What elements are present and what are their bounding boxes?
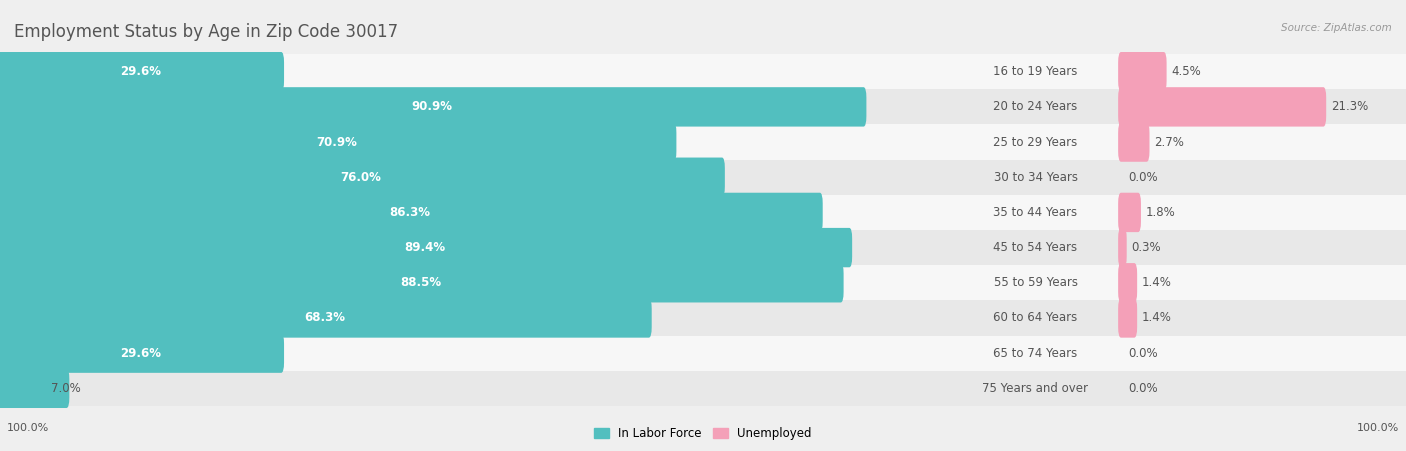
FancyBboxPatch shape — [0, 89, 950, 124]
FancyBboxPatch shape — [0, 298, 652, 338]
Text: 4.5%: 4.5% — [1171, 65, 1201, 78]
Text: 86.3%: 86.3% — [389, 206, 430, 219]
FancyBboxPatch shape — [1121, 89, 1406, 124]
FancyBboxPatch shape — [0, 300, 950, 336]
FancyBboxPatch shape — [0, 371, 950, 406]
FancyBboxPatch shape — [1118, 122, 1150, 162]
Text: 45 to 54 Years: 45 to 54 Years — [994, 241, 1077, 254]
FancyBboxPatch shape — [1118, 52, 1167, 92]
FancyBboxPatch shape — [0, 333, 284, 373]
FancyBboxPatch shape — [1118, 193, 1140, 232]
Text: 30 to 34 Years: 30 to 34 Years — [994, 171, 1077, 184]
Text: 100.0%: 100.0% — [7, 423, 49, 433]
FancyBboxPatch shape — [0, 230, 950, 265]
Text: 0.0%: 0.0% — [1129, 171, 1159, 184]
Text: 68.3%: 68.3% — [304, 312, 344, 324]
Text: 75 Years and over: 75 Years and over — [983, 382, 1088, 395]
Text: 29.6%: 29.6% — [120, 65, 162, 78]
Text: 65 to 74 Years: 65 to 74 Years — [994, 347, 1077, 359]
Text: Source: ZipAtlas.com: Source: ZipAtlas.com — [1281, 23, 1392, 32]
Text: 1.4%: 1.4% — [1142, 312, 1171, 324]
FancyBboxPatch shape — [950, 124, 1121, 160]
FancyBboxPatch shape — [950, 54, 1121, 89]
FancyBboxPatch shape — [0, 336, 950, 371]
FancyBboxPatch shape — [950, 336, 1121, 371]
Text: 25 to 29 Years: 25 to 29 Years — [994, 136, 1077, 148]
FancyBboxPatch shape — [950, 300, 1121, 336]
FancyBboxPatch shape — [0, 87, 866, 127]
FancyBboxPatch shape — [0, 160, 950, 195]
FancyBboxPatch shape — [0, 193, 823, 232]
FancyBboxPatch shape — [0, 228, 852, 267]
Text: 88.5%: 88.5% — [399, 276, 441, 289]
FancyBboxPatch shape — [0, 122, 676, 162]
FancyBboxPatch shape — [1118, 87, 1326, 127]
Text: 89.4%: 89.4% — [404, 241, 446, 254]
FancyBboxPatch shape — [0, 124, 950, 160]
FancyBboxPatch shape — [0, 263, 844, 303]
FancyBboxPatch shape — [1121, 371, 1406, 406]
FancyBboxPatch shape — [1121, 124, 1406, 160]
Legend: In Labor Force, Unemployed: In Labor Force, Unemployed — [589, 423, 817, 445]
Text: 2.7%: 2.7% — [1154, 136, 1184, 148]
Text: 76.0%: 76.0% — [340, 171, 381, 184]
FancyBboxPatch shape — [1121, 336, 1406, 371]
FancyBboxPatch shape — [950, 230, 1121, 265]
Text: 21.3%: 21.3% — [1331, 101, 1368, 113]
FancyBboxPatch shape — [950, 265, 1121, 300]
FancyBboxPatch shape — [1118, 298, 1137, 338]
FancyBboxPatch shape — [1121, 195, 1406, 230]
FancyBboxPatch shape — [0, 195, 950, 230]
Text: 7.0%: 7.0% — [51, 382, 80, 395]
FancyBboxPatch shape — [1118, 228, 1126, 267]
Text: 55 to 59 Years: 55 to 59 Years — [994, 276, 1077, 289]
FancyBboxPatch shape — [1121, 265, 1406, 300]
Text: 100.0%: 100.0% — [1357, 423, 1399, 433]
Text: 16 to 19 Years: 16 to 19 Years — [993, 65, 1077, 78]
FancyBboxPatch shape — [0, 157, 725, 197]
FancyBboxPatch shape — [1121, 54, 1406, 89]
Text: 1.8%: 1.8% — [1146, 206, 1175, 219]
FancyBboxPatch shape — [1121, 300, 1406, 336]
FancyBboxPatch shape — [950, 371, 1121, 406]
FancyBboxPatch shape — [1121, 230, 1406, 265]
Text: 0.3%: 0.3% — [1132, 241, 1161, 254]
FancyBboxPatch shape — [950, 195, 1121, 230]
Text: 1.4%: 1.4% — [1142, 276, 1171, 289]
Text: Employment Status by Age in Zip Code 30017: Employment Status by Age in Zip Code 300… — [14, 23, 398, 41]
Text: 90.9%: 90.9% — [412, 101, 453, 113]
Text: 35 to 44 Years: 35 to 44 Years — [994, 206, 1077, 219]
FancyBboxPatch shape — [950, 89, 1121, 124]
Text: 29.6%: 29.6% — [120, 347, 162, 359]
FancyBboxPatch shape — [0, 265, 950, 300]
Text: 60 to 64 Years: 60 to 64 Years — [994, 312, 1077, 324]
FancyBboxPatch shape — [1118, 263, 1137, 303]
FancyBboxPatch shape — [1121, 160, 1406, 195]
FancyBboxPatch shape — [0, 54, 950, 89]
FancyBboxPatch shape — [950, 160, 1121, 195]
Text: 0.0%: 0.0% — [1129, 382, 1159, 395]
FancyBboxPatch shape — [0, 368, 69, 408]
Text: 20 to 24 Years: 20 to 24 Years — [994, 101, 1077, 113]
FancyBboxPatch shape — [0, 52, 284, 92]
Text: 70.9%: 70.9% — [316, 136, 357, 148]
Text: 0.0%: 0.0% — [1129, 347, 1159, 359]
